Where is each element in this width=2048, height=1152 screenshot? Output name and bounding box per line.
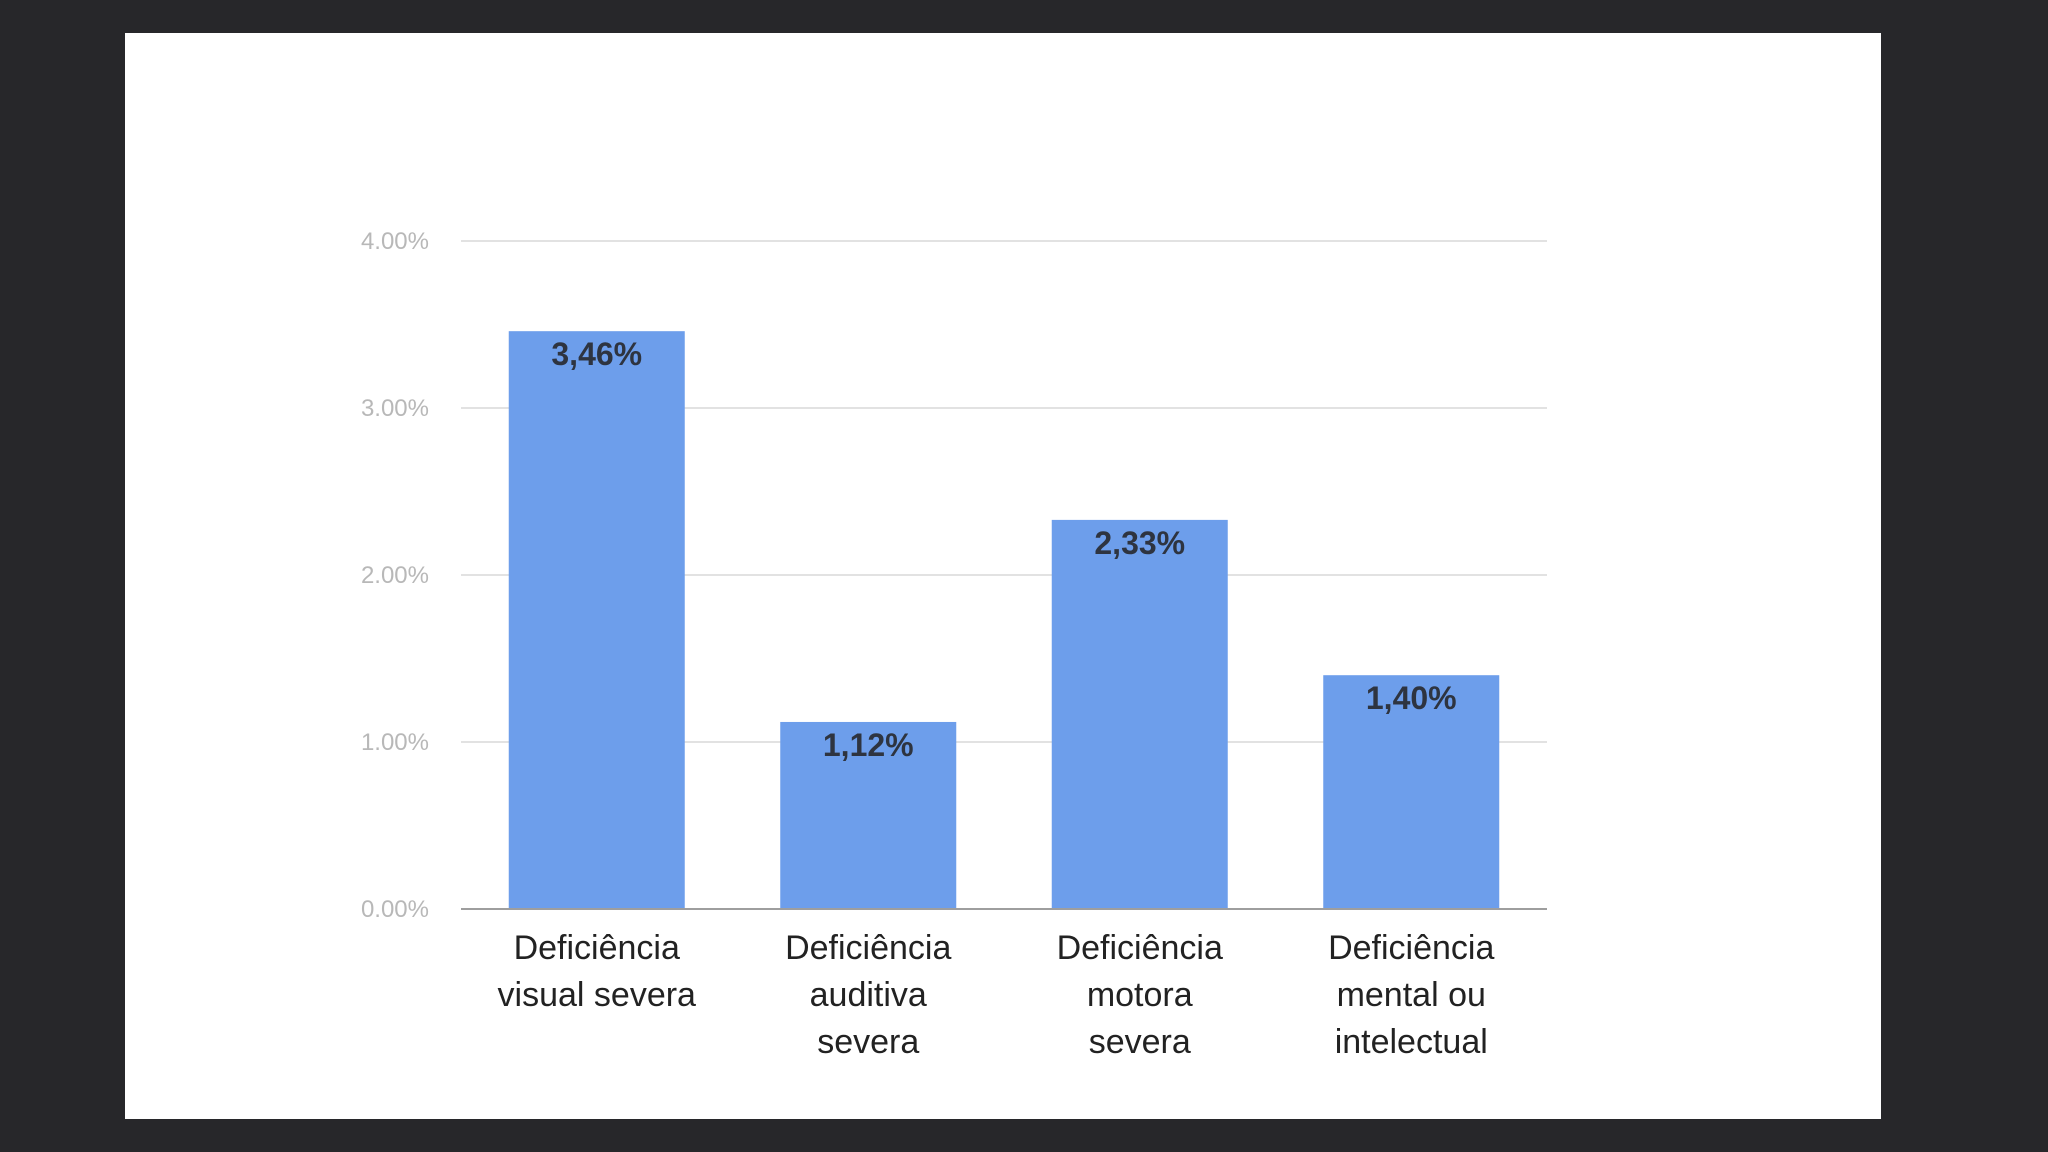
category-label-line: mental ou bbox=[1337, 976, 1486, 1014]
y-axis-ticks: 0.00% 1.00% 2.00% 3.00% 4.00% bbox=[361, 228, 429, 923]
bars bbox=[508, 331, 1500, 909]
bar bbox=[780, 721, 957, 909]
bar-chart: 0.00% 1.00% 2.00% 3.00% 4.00% 3,46% 1,12% 2,33… bbox=[361, 228, 1547, 1061]
category-label: Deficiência mental ou intelectual bbox=[1328, 929, 1494, 1061]
bar bbox=[1051, 519, 1228, 909]
y-tick-label: 3.00% bbox=[361, 395, 429, 422]
category-label-line: intelectual bbox=[1335, 1023, 1488, 1061]
data-label: 1,40% bbox=[1366, 680, 1457, 716]
y-tick-label: 2.00% bbox=[361, 562, 429, 589]
y-tick-label: 4.00% bbox=[361, 228, 429, 255]
data-label: 3,46% bbox=[551, 336, 642, 372]
category-label: Deficiência auditiva severa bbox=[785, 929, 951, 1061]
bar bbox=[508, 331, 685, 909]
data-label: 2,33% bbox=[1094, 525, 1185, 561]
category-label-line: motora bbox=[1087, 976, 1193, 1014]
category-labels: Deficiência visual severa Deficiência audit… bbox=[498, 929, 1495, 1061]
category-label-line: auditiva bbox=[810, 976, 927, 1014]
category-label-line: Deficiência bbox=[1328, 929, 1494, 967]
category-label: Deficiência motora severa bbox=[1057, 929, 1223, 1061]
category-label-line: visual severa bbox=[498, 976, 697, 1014]
category-label-line: Deficiência bbox=[785, 929, 951, 967]
chart-card: 0.00% 1.00% 2.00% 3.00% 4.00% 3,46% 1,12% 2,33… bbox=[125, 33, 1881, 1119]
y-tick-label: 0.00% bbox=[361, 896, 429, 923]
bar bbox=[1323, 675, 1500, 909]
category-label-line: Deficiência bbox=[514, 929, 680, 967]
category-label-line: severa bbox=[817, 1023, 919, 1061]
y-tick-label: 1.00% bbox=[361, 729, 429, 756]
category-label-line: Deficiência bbox=[1057, 929, 1223, 967]
data-label: 1,12% bbox=[823, 727, 914, 763]
data-labels: 3,46% 1,12% 2,33% 1,40% bbox=[551, 336, 1456, 763]
category-label: Deficiência visual severa bbox=[498, 929, 697, 1014]
category-label-line: severa bbox=[1089, 1023, 1191, 1061]
